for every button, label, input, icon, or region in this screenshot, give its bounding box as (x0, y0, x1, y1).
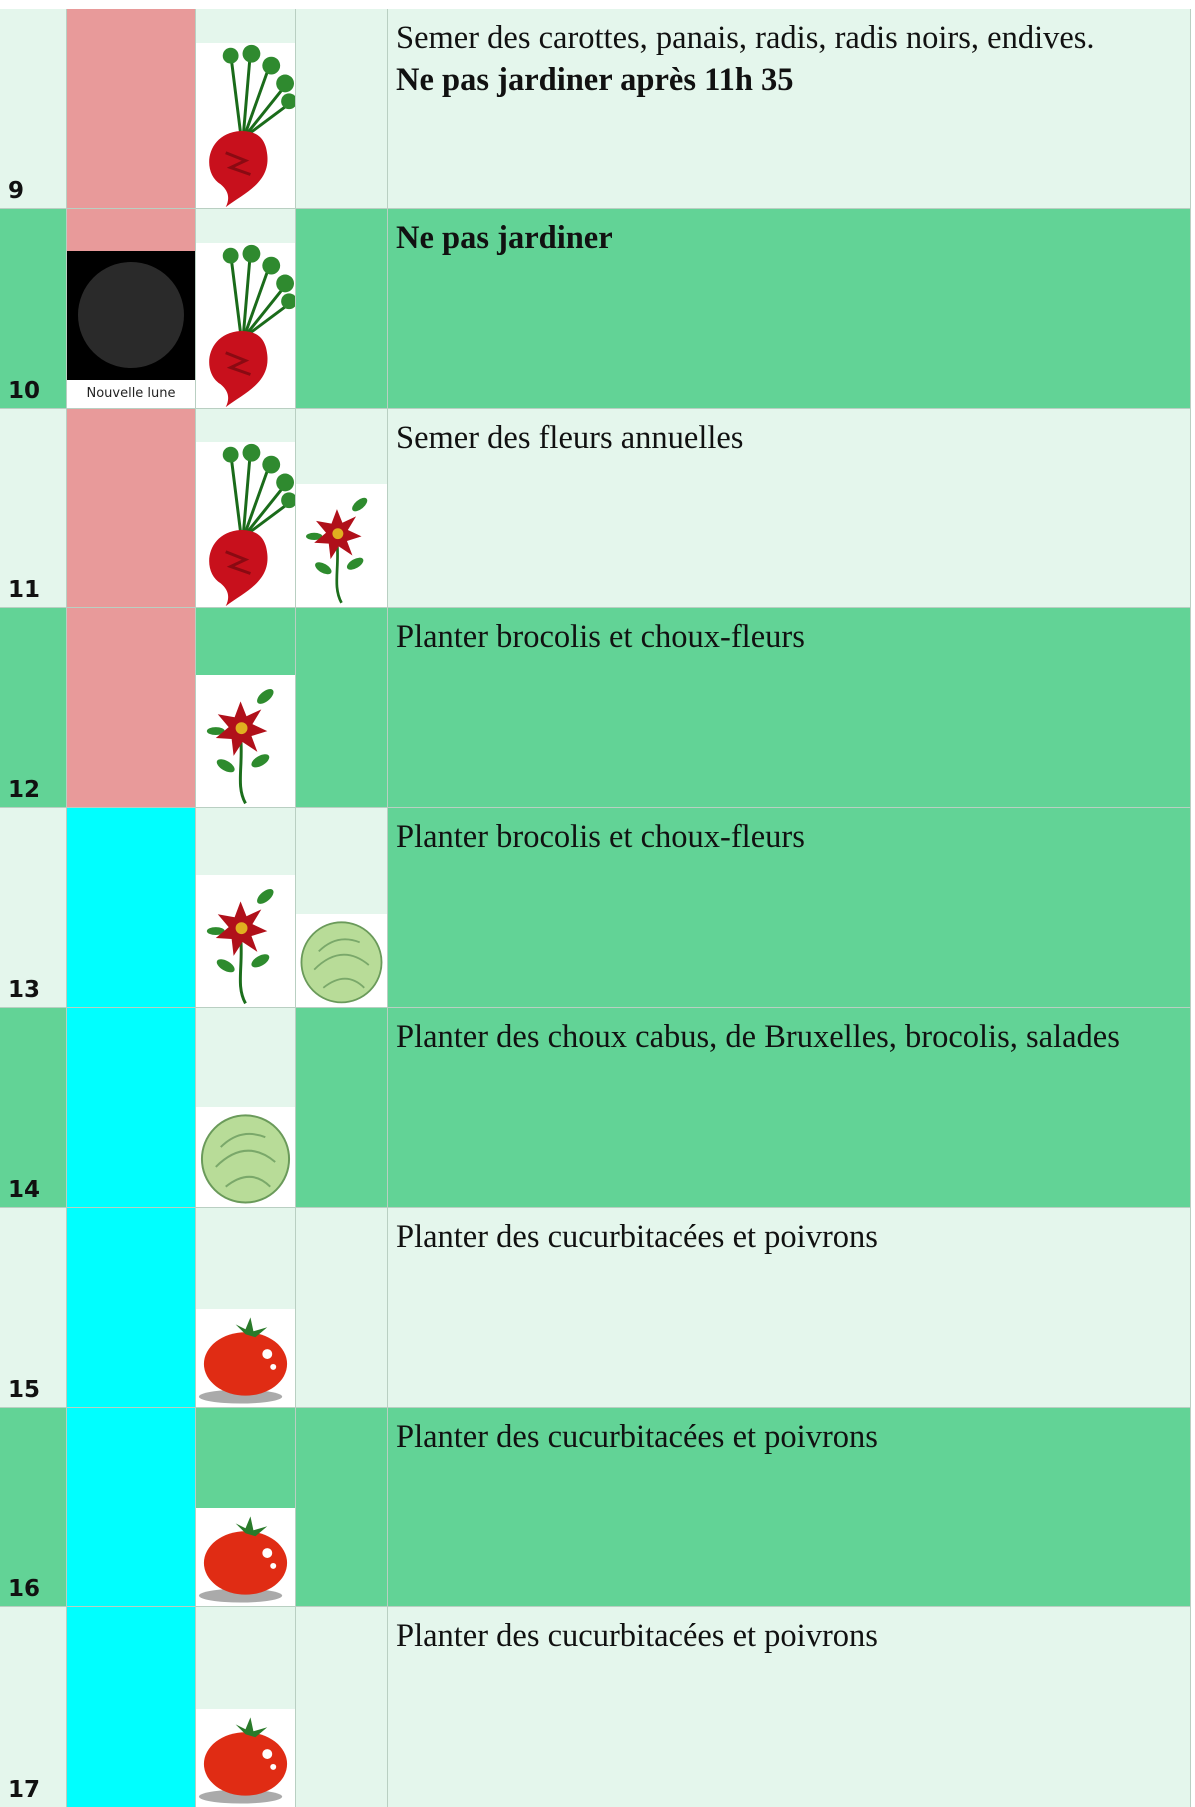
moon-phase (67, 9, 196, 208)
beet-icon (196, 42, 295, 208)
moon-phase (67, 408, 196, 608)
advice: Semer des fleurs annuelles (396, 419, 744, 456)
cabbage-icon (296, 913, 387, 1007)
advice: Semer des carottes, panais, radis, radis… (396, 20, 1095, 56)
day-row: 9 Semer des carottes, panais, radis, radi… (0, 9, 1191, 209)
day-number: 14 (8, 1176, 41, 1203)
day-number: 16 (8, 1576, 41, 1603)
moon-phase (67, 1607, 196, 1807)
moon-phase (67, 608, 196, 808)
advice: Planter des cucurbitacées et poivrons (396, 1218, 878, 1255)
day-row: 13 Planter brocolis et choux-fleurs (0, 808, 1191, 1008)
day-number: 15 (8, 1376, 41, 1403)
day-number: 17 (8, 1777, 41, 1804)
day-number: 10 (8, 377, 41, 404)
beet-icon (196, 242, 295, 408)
day-row: 17 Planter des cucurbitacées et poivrons (0, 1607, 1191, 1807)
day-number: 13 (8, 976, 41, 1003)
advice: Planter des cucurbitacées et poivrons (396, 1418, 878, 1455)
moon-label: Nouvelle lune (67, 379, 195, 408)
tomato-icon (196, 1709, 295, 1807)
tomato-icon (196, 1308, 295, 1407)
flower-icon (296, 484, 387, 608)
flower-icon (196, 675, 295, 808)
day-row: 15 Planter des cucurbitacées et poivrons (0, 1207, 1191, 1408)
cabbage-icon (196, 1106, 295, 1207)
day-row: 10 Nouvelle lune Ne pas jardiner (0, 208, 1191, 409)
moon-image (67, 250, 195, 380)
advice: Planter brocolis et choux-fleurs (396, 819, 805, 856)
moon-phase (67, 808, 196, 1007)
day-row: 11 Semer des fleurs annuelles (0, 408, 1191, 609)
moon-phase (67, 1007, 196, 1207)
moon-phase (67, 1207, 196, 1407)
day-row: 14 Planter des choux cabus, de Bruxelles,… (0, 1007, 1191, 1208)
flower-icon (196, 874, 295, 1007)
advice: Planter des choux cabus, de Bruxelles, b… (396, 1018, 1120, 1055)
beet-icon (196, 442, 295, 608)
day-number: 12 (8, 777, 41, 804)
warning: Ne pas jardiner (396, 219, 613, 256)
tomato-icon (196, 1508, 295, 1607)
advice: Planter brocolis et choux-fleurs (396, 619, 805, 656)
warning: Ne pas jardiner après 11h 35 (396, 62, 794, 98)
day-number: 9 (8, 177, 25, 204)
moon-phase (67, 1407, 196, 1607)
advice: Planter des cucurbitacées et poivrons (396, 1618, 878, 1655)
day-row: 12 Planter brocolis et choux-fleurs (0, 608, 1191, 809)
day-number: 11 (8, 577, 41, 604)
moon-phase: Nouvelle lune (67, 208, 196, 408)
day-row: 16 Planter des cucurbitacées et poivrons (0, 1407, 1191, 1608)
